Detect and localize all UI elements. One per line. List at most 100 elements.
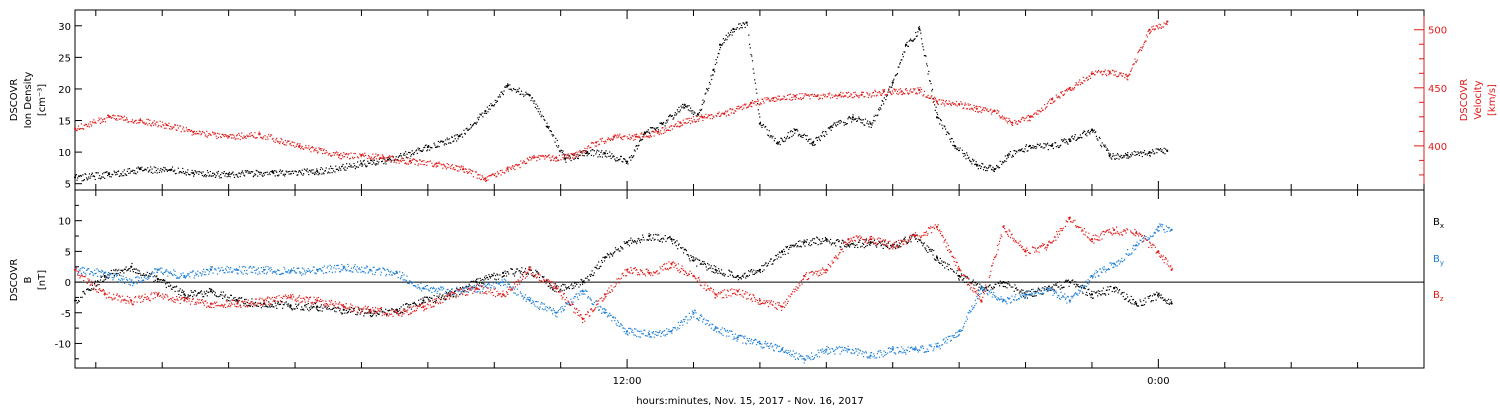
- data-dot: [814, 242, 816, 244]
- data-dot: [214, 133, 217, 135]
- data-dot: [155, 121, 158, 123]
- data-dot: [760, 103, 762, 105]
- data-dot: [590, 150, 592, 152]
- data-dot: [275, 305, 277, 307]
- data-dot: [406, 157, 408, 159]
- data-dot: [850, 243, 852, 245]
- data-dot: [835, 245, 837, 247]
- data-dot: [1124, 77, 1126, 79]
- data-dot: [680, 247, 682, 249]
- data-dot: [501, 171, 504, 173]
- data-dot: [164, 270, 167, 272]
- data-dot: [510, 88, 512, 90]
- data-dot: [131, 262, 133, 265]
- data-dot: [768, 130, 770, 132]
- data-dot: [367, 272, 369, 274]
- data-dot: [899, 63, 901, 65]
- data-dot: [226, 176, 228, 178]
- data-dot: [574, 152, 577, 154]
- data-dot: [709, 117, 711, 120]
- data-dot: [310, 171, 312, 173]
- data-dot: [472, 176, 475, 178]
- data-dot: [1140, 151, 1142, 153]
- data-dot: [999, 117, 1001, 119]
- data-dot: [273, 270, 276, 272]
- data-dot: [144, 168, 147, 170]
- data-dot: [623, 158, 625, 160]
- data-dot: [554, 290, 556, 292]
- data-dot: [671, 240, 673, 242]
- data-dot: [597, 156, 599, 158]
- data-dot: [305, 170, 308, 172]
- data-dot: [690, 110, 692, 112]
- data-dot: [792, 94, 794, 96]
- data-dot: [323, 148, 325, 150]
- data-dot: [1134, 302, 1136, 304]
- data-dot: [693, 119, 695, 121]
- data-dot: [943, 125, 945, 127]
- data-dot: [306, 168, 308, 170]
- data-dot: [123, 169, 126, 171]
- data-dot: [728, 114, 730, 116]
- data-dot: [330, 309, 332, 311]
- data-dot: [850, 121, 853, 123]
- data-dot: [1080, 287, 1083, 289]
- data-dot: [287, 305, 289, 307]
- data-dot: [151, 168, 153, 170]
- data-dot: [977, 168, 979, 170]
- data-dot: [792, 134, 794, 136]
- data-dot: [717, 52, 719, 55]
- data-dot: [912, 91, 914, 93]
- data-dot: [284, 302, 286, 304]
- data-dot: [1008, 117, 1010, 120]
- data-dot: [96, 275, 99, 277]
- data-dot: [601, 137, 603, 139]
- data-dot: [282, 273, 284, 275]
- data-dot: [412, 158, 414, 160]
- data-dot: [308, 149, 311, 151]
- data-dot: [810, 244, 813, 246]
- data-dot: [77, 128, 79, 130]
- data-point: [869, 354, 872, 357]
- data-dot: [628, 134, 630, 136]
- data-dot: [220, 291, 222, 293]
- data-dot: [907, 92, 909, 94]
- data-dot: [762, 265, 764, 267]
- data-dot: [115, 119, 117, 121]
- data-dot: [1031, 115, 1033, 117]
- data-dot: [172, 274, 174, 277]
- data-dot: [675, 123, 677, 125]
- data-dot: [455, 164, 457, 167]
- data-dot: [860, 94, 862, 96]
- data-dot: [585, 152, 587, 154]
- data-dot: [190, 129, 193, 132]
- data-dot: [119, 115, 121, 117]
- data-dot: [297, 174, 299, 176]
- data-dot: [880, 94, 883, 97]
- data-dot: [1039, 111, 1041, 113]
- data-dot: [422, 287, 424, 289]
- data-dot: [1103, 146, 1106, 148]
- data-dot: [102, 270, 104, 273]
- data-dot: [507, 83, 509, 85]
- data-dot: [134, 120, 136, 123]
- data-dot: [1087, 289, 1089, 291]
- data-point: [130, 265, 133, 268]
- data-dot: [682, 106, 684, 108]
- data-dot: [1089, 294, 1091, 296]
- data-dot: [103, 272, 105, 274]
- data-dot: [1052, 288, 1054, 290]
- data-dot: [164, 283, 167, 285]
- data-dot: [861, 122, 864, 124]
- data-dot: [399, 312, 402, 314]
- data-dot: [142, 121, 144, 123]
- data-dot: [377, 268, 380, 271]
- data-dot: [838, 94, 840, 97]
- data-dot: [561, 154, 563, 156]
- data-dot: [889, 244, 892, 246]
- data-dot: [562, 156, 564, 159]
- data-dot: [1071, 136, 1073, 138]
- data-dot: [618, 135, 620, 137]
- data-dot: [389, 157, 391, 159]
- data-dot: [1018, 292, 1020, 294]
